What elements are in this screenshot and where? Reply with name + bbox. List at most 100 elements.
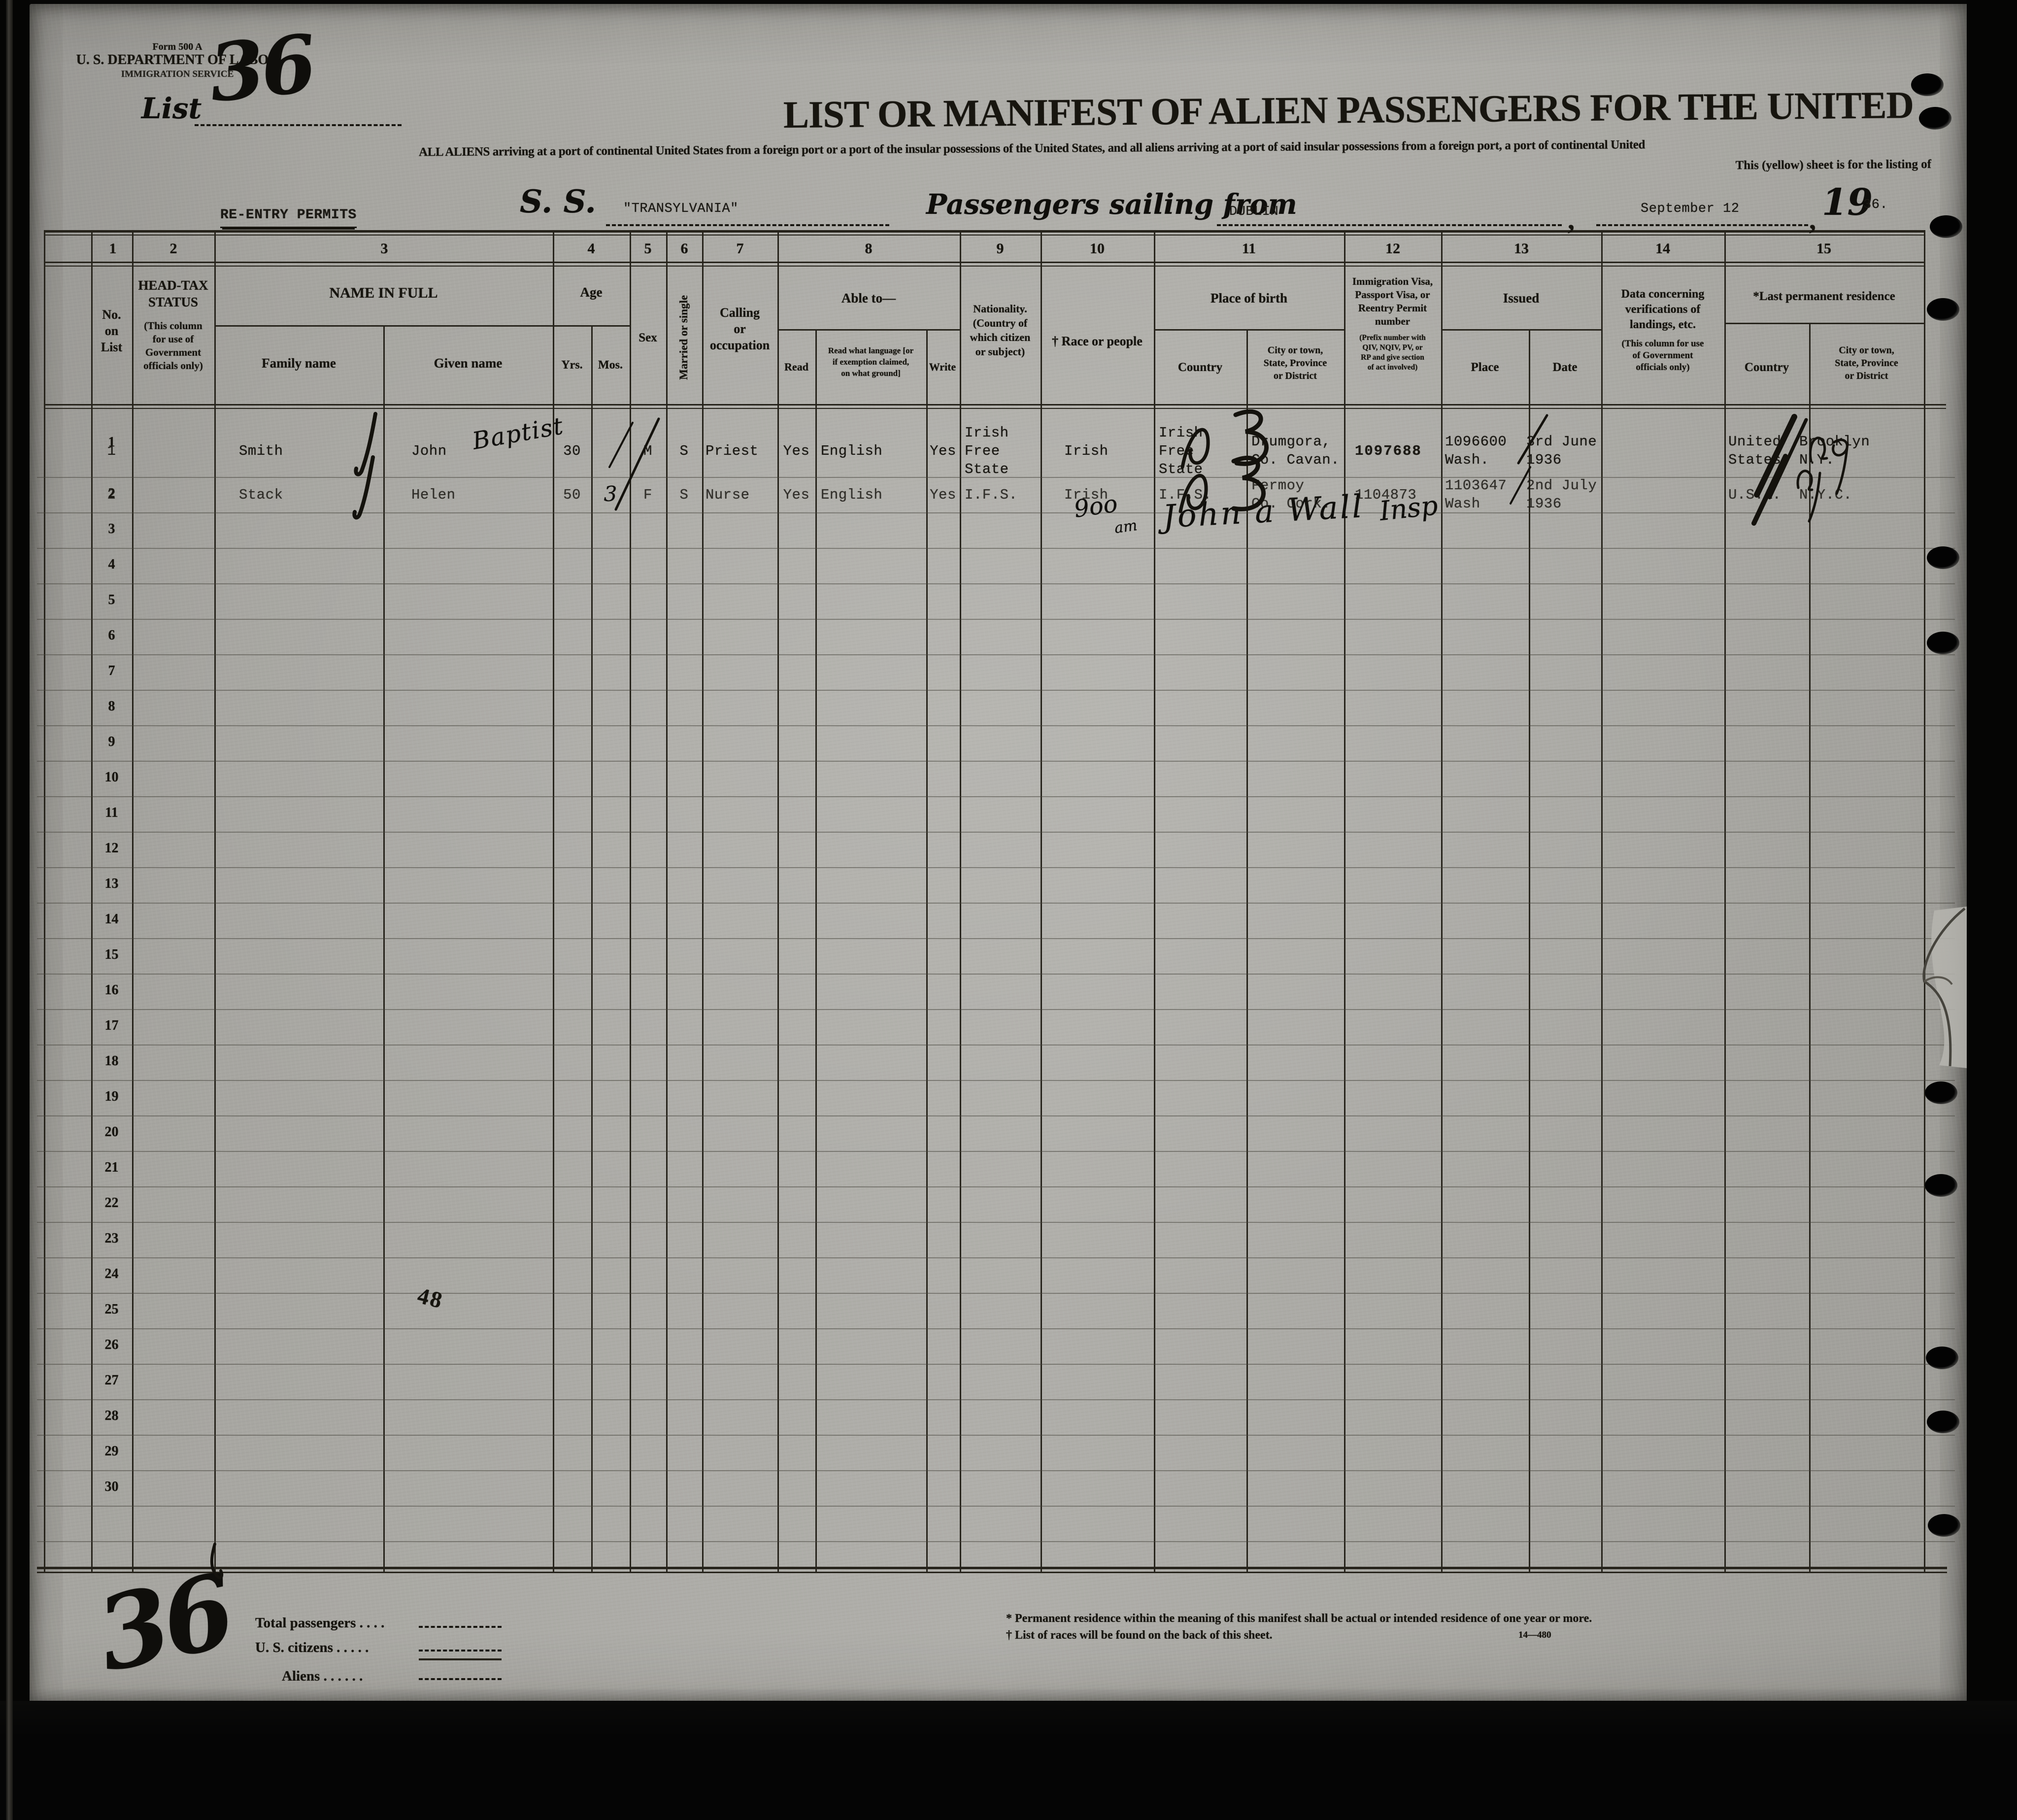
grid-vline <box>1724 230 1726 1573</box>
row-number-12: 12 <box>104 841 119 856</box>
binder-hole <box>1925 1174 1957 1197</box>
date-comma: , <box>1809 205 1816 236</box>
grid-vline-sub <box>1246 330 1248 1573</box>
cell-visa_number-row2: 1104873 <box>1355 487 1417 503</box>
list-number-line <box>195 124 402 126</box>
grid-hline <box>44 230 1924 233</box>
header-birth-country: Country <box>1177 361 1223 374</box>
binder-hole <box>1927 298 1959 321</box>
cell-given_name-row1: John <box>411 443 447 459</box>
column-number-11: 11 <box>1242 240 1256 257</box>
row-number-17: 17 <box>104 1018 119 1033</box>
list-number-handwritten: 36 <box>204 17 318 120</box>
grid-vline <box>1154 230 1155 1573</box>
cell-issued_date-row2: 2nd July 1936 <box>1526 477 1597 512</box>
sailing-date: September 12 <box>1641 202 1740 216</box>
grid-rowline <box>37 512 1955 513</box>
grid-vline <box>630 230 631 1573</box>
port-name: DUBLIN <box>1229 204 1279 219</box>
cell-issued_place-row1: 1096600 Wash. <box>1445 434 1507 468</box>
arrival-time-unit: am <box>1113 516 1139 538</box>
ship-name-line <box>606 224 889 226</box>
row-number-10: 10 <box>104 770 119 785</box>
row-number-25: 25 <box>104 1302 119 1317</box>
cell-sex-row2: F <box>643 487 652 503</box>
year-printed: 19 <box>1822 181 1873 224</box>
grid-hline <box>1154 329 1344 331</box>
grid-rowline <box>37 619 1955 620</box>
grid-rowline <box>37 832 1955 833</box>
header-age: Age <box>580 285 603 300</box>
cell-read-row1: Yes <box>783 443 810 459</box>
grid-rowline <box>37 1541 1955 1542</box>
grid-vline <box>214 230 216 1573</box>
row-number-7: 7 <box>108 663 115 678</box>
binder-hole <box>1928 1514 1960 1537</box>
us-citizens-line <box>419 1650 502 1651</box>
header-family-name: Family name <box>262 356 336 371</box>
grid-vline <box>132 230 134 1573</box>
cell-residence_city-row1: Brooklyn N.Y. <box>1799 434 1870 468</box>
header-head-tax-note: (This column for use of Government offic… <box>143 320 203 371</box>
grid-vline-sub <box>815 330 817 1573</box>
grid-hline <box>214 325 630 327</box>
binder-hole <box>1927 632 1959 654</box>
column-number-14: 14 <box>1655 240 1670 257</box>
row-number-24: 24 <box>104 1266 119 1281</box>
row-number-8: 8 <box>108 699 115 714</box>
cell-read-row2: Yes <box>783 487 810 503</box>
cell-age_yrs-row2: 50 <box>563 487 581 503</box>
cell-birth_country-row2: I.F.S. <box>1159 487 1212 503</box>
column-number-9: 9 <box>996 240 1004 257</box>
sailing-from-label: Passengers sailing from <box>926 188 1297 221</box>
grid-rowline <box>37 1115 1955 1116</box>
header-calling: Calling or occupation <box>709 305 770 352</box>
row-number-2: 2 <box>108 486 115 501</box>
grid-vline <box>1601 230 1603 1573</box>
cell-family_name-row2: Stack <box>239 487 283 503</box>
row-number-14: 14 <box>104 911 119 927</box>
row-number-26: 26 <box>104 1337 119 1352</box>
grid-hline <box>44 404 1946 405</box>
grid-vline <box>91 230 93 1573</box>
row-number-15: 15 <box>104 947 119 962</box>
grid-vline <box>44 230 45 1573</box>
cell-issued_date-row1: 3rd June 1936 <box>1526 434 1597 468</box>
cell-sex-row1: M <box>643 443 652 459</box>
grid-hline <box>37 1567 1947 1569</box>
header-head-tax: HEAD-TAX STATUS <box>138 278 208 309</box>
grid-rowline <box>37 1151 1955 1152</box>
cell-visa_number-row1: 1097688 <box>1355 443 1422 459</box>
header-no-on-list: No. on List <box>101 307 123 354</box>
header-name-in-full: NAME IN FULL <box>329 285 438 301</box>
column-number-4: 4 <box>587 240 595 257</box>
grid-rowline <box>37 1328 1955 1329</box>
grid-rowline <box>37 761 1955 762</box>
header-age-mos: Mos. <box>598 359 623 371</box>
ship-name: "TRANSYLVANIA" <box>623 202 739 216</box>
grid-hline <box>1724 323 1924 324</box>
header-issued-date: Date <box>1552 361 1578 374</box>
cell-birth_city-row1: Drumgora, Co. Cavan. <box>1251 434 1340 468</box>
cell-residence_country-row2: U.S.A. <box>1728 487 1782 503</box>
grid-vline <box>553 230 554 1573</box>
grid-rowline <box>37 796 1955 797</box>
cell-married_or_single-row2: S <box>679 487 689 503</box>
row-number-5: 5 <box>108 592 115 607</box>
cell-write-row2: Yes <box>930 487 956 503</box>
port-line <box>1217 224 1562 226</box>
aliens-label: Aliens . . . . . . <box>282 1668 363 1684</box>
row-number-28: 28 <box>104 1408 119 1423</box>
row-number-9: 9 <box>108 734 115 749</box>
row-number-29: 29 <box>104 1444 119 1459</box>
header-last-residence: *Last permanent residence <box>1753 290 1895 303</box>
cell-issued_place-row2: 1103647 Wash <box>1445 477 1507 512</box>
grid-rowline <box>37 1257 1955 1258</box>
row-number-21: 21 <box>104 1160 119 1175</box>
header-read: Read <box>784 361 808 373</box>
header-verifications-note: (This column for use of Government offic… <box>1621 338 1704 372</box>
header-res-country: Country <box>1744 361 1789 374</box>
header-visa-note: (Prefix number with QIV, NQIV, PV, or RP… <box>1359 334 1426 371</box>
cell-married_or_single-row1: S <box>679 443 689 459</box>
row-number-11: 11 <box>105 805 118 820</box>
